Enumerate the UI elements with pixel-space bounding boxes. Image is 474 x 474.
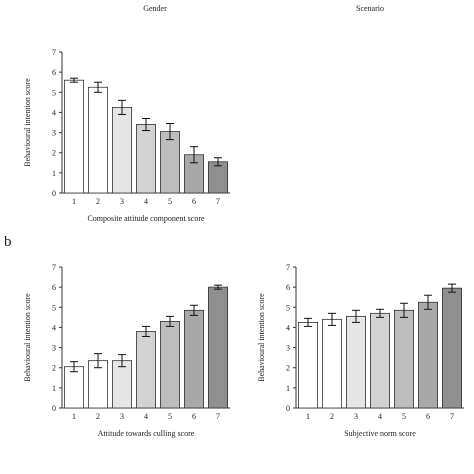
bar [417, 301, 438, 409]
y-tick-label: 4 [52, 108, 56, 117]
y-tick-label: 3 [52, 129, 56, 138]
y-tick-label: 5 [286, 303, 290, 312]
header-scenario: Scenario [356, 4, 384, 13]
bar [136, 331, 157, 409]
x-tick-label: 6 [192, 197, 196, 206]
x-tick-label: 7 [216, 412, 220, 421]
x-tick-label: 1 [72, 412, 76, 421]
bar [183, 309, 204, 409]
bar [159, 131, 180, 194]
x-tick-label: 1 [72, 197, 76, 206]
x-tick-label: 4 [144, 412, 148, 421]
x-tick-label: 2 [330, 412, 334, 421]
header-gender: Gender [143, 4, 167, 13]
y-tick-label: 2 [286, 364, 290, 373]
y-tick-label: 2 [52, 149, 56, 158]
x-axis-label: Composite attitude component score [87, 214, 205, 223]
bar [207, 161, 228, 194]
y-tick-label: 3 [286, 344, 290, 353]
y-axis-label: Behavioural intention score [257, 293, 266, 382]
x-tick-label: 3 [120, 412, 124, 421]
bar [322, 318, 343, 409]
y-tick-label: 1 [286, 384, 290, 393]
y-tick-label: 1 [52, 169, 56, 178]
bar [88, 86, 109, 194]
bar [346, 315, 367, 409]
y-tick-label: 7 [52, 263, 56, 272]
x-tick-label: 5 [402, 412, 406, 421]
y-tick-label: 5 [52, 88, 56, 97]
bar [207, 286, 228, 409]
bar [159, 320, 180, 409]
y-tick-label: 0 [52, 404, 56, 413]
bar [112, 106, 133, 194]
bar [64, 366, 85, 409]
chart-subjective-norm: 0 1 2 3 4 5 6 7 1 2 3 4 5 6 7 Subjective norm score Beha… [257, 263, 464, 438]
y-tick-label: 6 [52, 283, 56, 292]
bar [298, 321, 319, 409]
y-tick-label: 2 [52, 364, 56, 373]
y-tick-label: 5 [52, 303, 56, 312]
y-tick-label: 6 [52, 68, 56, 77]
x-tick-label: 1 [306, 412, 310, 421]
y-tick-label: 0 [52, 189, 56, 198]
y-tick-label: 0 [286, 404, 290, 413]
chart-composite-attitude: 0 1 2 3 4 5 6 7 1 2 3 4 5 6 7 Composite attitude compon… [23, 48, 230, 223]
y-tick-label: 7 [286, 263, 290, 272]
x-tick-label: 5 [168, 197, 172, 206]
x-tick-label: 3 [120, 197, 124, 206]
x-tick-label: 5 [168, 412, 172, 421]
x-tick-label: 6 [192, 412, 196, 421]
bar [112, 360, 133, 409]
y-axis-label: Behavioural intention score [23, 78, 32, 167]
y-tick-label: 7 [52, 48, 56, 57]
x-tick-label: 7 [450, 412, 454, 421]
y-tick-label: 1 [52, 384, 56, 393]
x-tick-label: 2 [96, 197, 100, 206]
bar [370, 312, 391, 409]
bar [441, 287, 462, 409]
x-tick-label: 6 [426, 412, 430, 421]
x-tick-label: 4 [144, 197, 148, 206]
bar [64, 79, 85, 194]
x-tick-label: 3 [354, 412, 358, 421]
y-axis-label: Behavioural intention score [23, 293, 32, 382]
chart-attitude-culling: 0 1 2 3 4 5 6 7 1 2 3 4 5 6 7 Attitude towards culling … [23, 263, 230, 438]
y-tick-label: 6 [286, 283, 290, 292]
y-tick-label: 4 [286, 323, 290, 332]
x-tick-label: 4 [378, 412, 382, 421]
y-tick-label: 4 [52, 323, 56, 332]
x-axis-label: Attitude towards culling score [98, 429, 195, 438]
x-tick-label: 7 [216, 197, 220, 206]
x-tick-label: 2 [96, 412, 100, 421]
panel-b-label: b [4, 234, 12, 250]
bar [393, 309, 414, 409]
y-tick-label: 3 [52, 344, 56, 353]
bar [136, 124, 157, 194]
x-axis-label: Subjective norm score [344, 429, 416, 438]
